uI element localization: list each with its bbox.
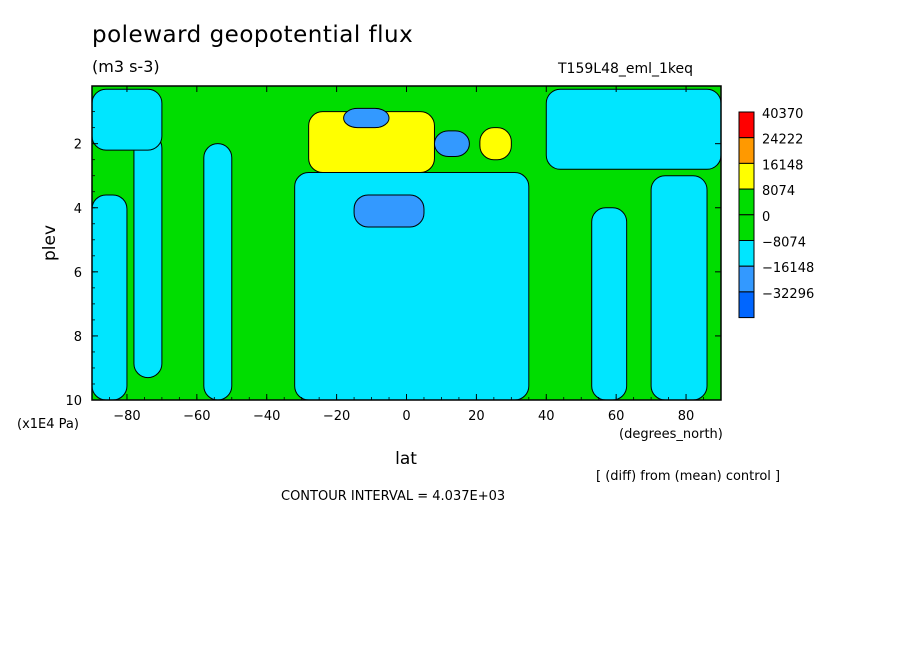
legend-swatch [738,214,755,242]
x-tick-label: 60 [608,409,625,424]
legend-label: 16148 [762,158,803,173]
region-south-negative-1 [92,194,128,400]
legend-swatch [738,162,755,190]
legend-label: −32296 [762,287,814,302]
region-core-negative [353,194,425,228]
x-tick-label: 80 [678,409,695,424]
legend-label: 24222 [762,133,803,148]
legend-swatch [738,137,755,164]
y-tick-label: 10 [65,394,82,409]
y-axis-units: (x1E4 Pa) [17,417,79,432]
region-south-negative-3 [203,143,233,400]
region-nh-negative [433,130,470,157]
x-tick-label: 0 [402,409,410,424]
contour-interval: CONTOUR INTERVAL = 4.037E+03 [281,489,506,504]
chart-units: (m3 s-3) [92,57,160,76]
legend-label: 0 [762,210,770,225]
region-upper-negative [343,107,390,129]
axes: −80 −60 −40 −20 0 20 40 60 80 2 4 6 8 10 [65,86,722,424]
region-upper-left-negative [92,88,163,151]
legend-swatch [738,111,755,139]
legend-swatch [738,265,755,293]
legend-swatch [738,188,755,216]
x-axis-units: (degrees_north) [619,427,723,442]
region-north-negative-1 [591,207,628,400]
run-label: T159L48_eml_1keq [558,61,694,77]
x-tick-label: −40 [253,409,280,424]
y-tick-label: 6 [74,266,82,281]
contour-fills [92,86,721,400]
x-tick-label: −80 [113,409,140,424]
legend-label: 40370 [762,107,803,122]
x-tick-label: 20 [468,409,485,424]
legend-label: −16148 [762,261,814,276]
x-axis-label: lat [395,449,417,469]
color-legend: 40370 24222 16148 8074 0 −8074 −16148 −32296 [738,107,814,319]
legend-label: 8074 [762,184,795,199]
region-south-negative-2 [133,133,163,379]
region-north-negative-2 [650,175,708,400]
region-upper-right-negative [545,88,721,170]
y-tick-label: 8 [74,330,82,345]
chart-title: poleward geopotential flux [92,22,414,48]
region-nh-positive [479,127,512,161]
legend-swatch [738,291,755,319]
x-tick-label: −60 [183,409,210,424]
x-tick-label: 40 [538,409,555,424]
x-tick-label: −20 [323,409,350,424]
y-tick-label: 4 [74,202,82,217]
diff-note: [ (diff) from (mean) control ] [596,469,781,484]
y-tick-label: 2 [74,138,82,153]
y-axis-label: plev [40,225,60,261]
legend-label: −8074 [762,236,806,251]
legend-swatch [738,240,755,267]
